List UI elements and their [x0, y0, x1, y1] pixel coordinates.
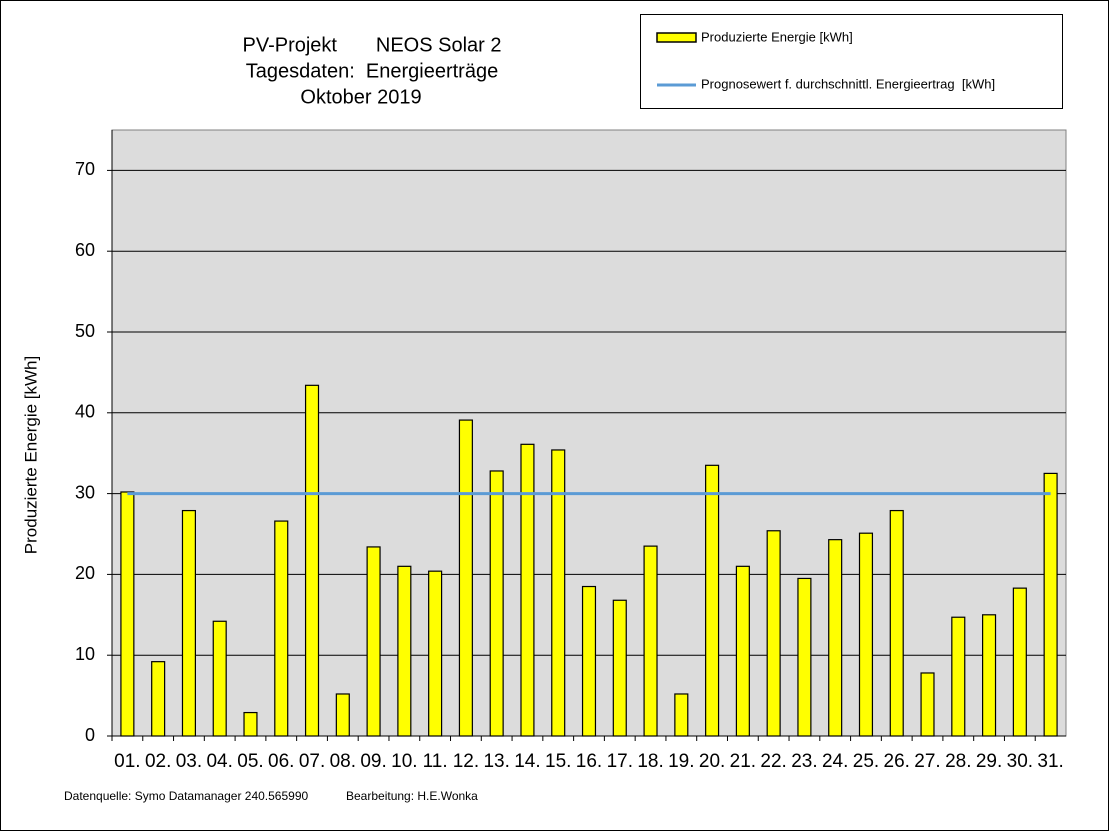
bar [766, 530, 781, 737]
bar [212, 620, 227, 737]
bar [828, 539, 843, 737]
footer-note: Bearbeitung: H.E.Wonka [346, 789, 478, 803]
x-tick-label: 21. [730, 751, 756, 772]
chart-title: PV-Projekt NEOS Solar 2 [243, 34, 502, 56]
bar [520, 443, 535, 737]
bar [428, 570, 443, 737]
x-tick-label: 02. [145, 751, 171, 772]
x-tick-label: 26. [884, 751, 910, 772]
bar [274, 520, 289, 737]
bar [181, 509, 196, 737]
y-tick-label: 60 [75, 240, 95, 260]
bar [735, 565, 750, 737]
x-tick-label: 12. [453, 751, 479, 772]
x-tick-label: 23. [791, 751, 817, 772]
bar [612, 599, 627, 737]
x-tick-label: 27. [914, 751, 940, 772]
bar [889, 509, 904, 737]
y-tick-label: 30 [75, 482, 95, 502]
bar [397, 565, 412, 737]
bar [951, 616, 966, 737]
x-tick-label: 28. [945, 751, 971, 772]
x-tick-label: 14. [514, 751, 540, 772]
x-tick-label: 30. [1007, 751, 1033, 772]
legend-label: Produzierte Energie [kWh] [701, 29, 853, 44]
plot-area [111, 129, 1067, 737]
x-tick-label: 25. [853, 751, 879, 772]
x-tick-label: 01. [114, 751, 140, 772]
x-tick-label: 24. [822, 751, 848, 772]
x-tick-label: 19. [668, 751, 694, 772]
y-tick-label: 70 [75, 159, 95, 179]
x-tick-label: 17. [607, 751, 633, 772]
x-tick-label: 09. [360, 751, 386, 772]
bar [1043, 472, 1058, 737]
x-tick-label: 03. [176, 751, 202, 772]
bar [674, 693, 689, 737]
legend-label: Prognosewert f. durchschnittl. Energieer… [701, 76, 995, 91]
y-tick-label: 40 [75, 402, 95, 422]
x-tick-label: 20. [699, 751, 725, 772]
y-tick-label: 50 [75, 321, 95, 341]
bar [458, 419, 473, 737]
x-tick-label: 22. [760, 751, 786, 772]
chart-title: Oktober 2019 [300, 86, 421, 108]
bar [581, 585, 597, 737]
x-tick-label: 11. [423, 751, 448, 772]
bar [151, 661, 166, 737]
bar [705, 464, 720, 737]
bar [920, 672, 935, 737]
y-tick-label: 10 [75, 644, 95, 664]
bar [982, 614, 997, 737]
y-tick-label: 0 [85, 725, 95, 745]
x-tick-label: 07. [299, 751, 325, 772]
x-tick-label: 06. [268, 751, 294, 772]
bar [120, 491, 135, 737]
bar [243, 711, 258, 737]
bar [304, 384, 320, 737]
x-tick-label: 29. [976, 751, 1002, 772]
chart-title: Tagesdaten: Energieerträge [246, 60, 498, 82]
y-axis-label: Produzierte Energie [kWh] [21, 356, 40, 554]
bar [643, 545, 658, 737]
x-tick-label: 18. [637, 751, 663, 772]
x-tick-label: 31. [1037, 751, 1063, 772]
bar [1012, 587, 1027, 737]
bar [366, 546, 381, 737]
y-tick-label: 20 [75, 563, 95, 583]
x-tick-label: 15. [545, 751, 571, 772]
footer-note: Datenquelle: Symo Datamanager 240.565990 [64, 789, 308, 803]
x-tick-label: 13. [483, 751, 509, 772]
x-tick-label: 10. [391, 751, 417, 772]
bar [797, 577, 812, 737]
x-tick-label: 08. [330, 751, 356, 772]
bar [489, 470, 504, 737]
bar [335, 693, 350, 737]
x-tick-label: 16. [576, 751, 602, 772]
bar [858, 532, 874, 737]
x-tick-label: 05. [237, 751, 263, 772]
legend-box [640, 14, 1063, 109]
legend-swatch [656, 32, 697, 43]
x-tick-label: 04. [206, 751, 232, 772]
